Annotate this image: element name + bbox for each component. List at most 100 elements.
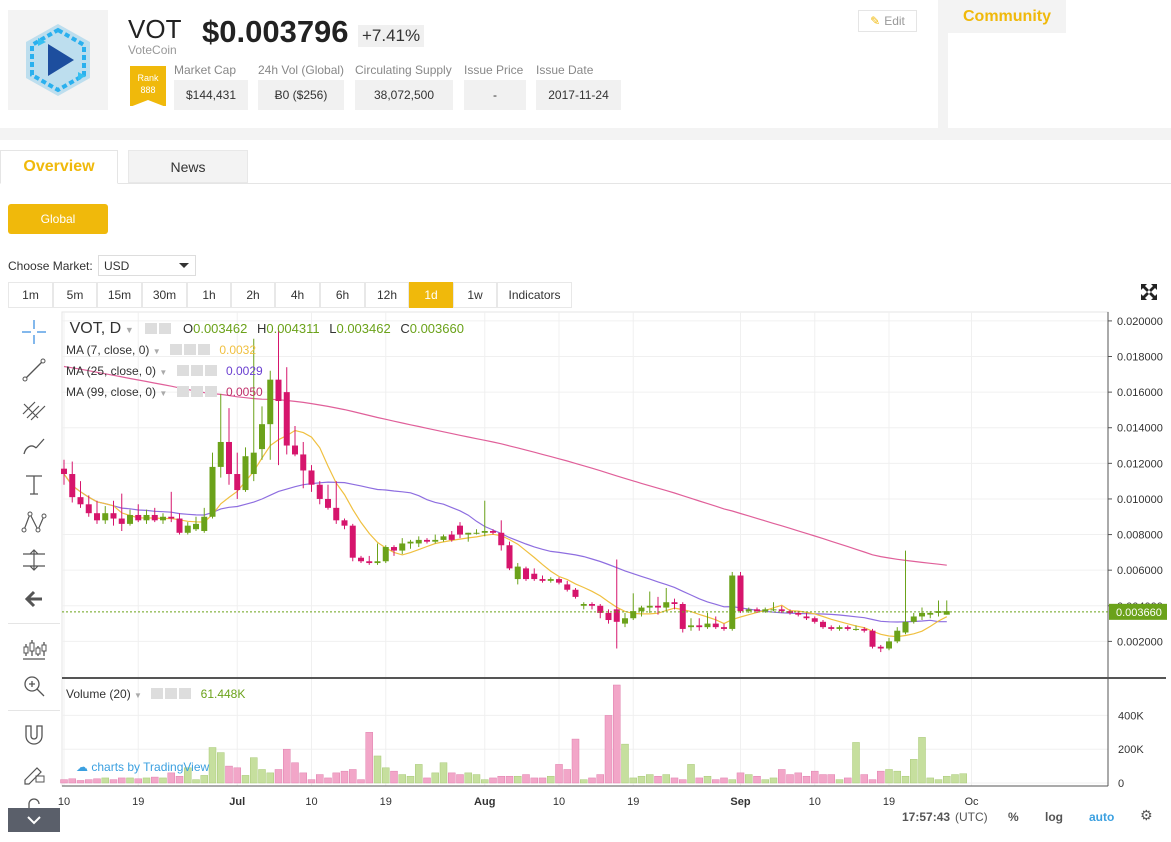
volume-bar (885, 769, 893, 784)
volume-bar (613, 684, 621, 784)
community-tab[interactable]: Community (948, 0, 1066, 33)
candle-body (457, 525, 463, 535)
candle-body (688, 625, 694, 628)
lock-icon[interactable] (20, 796, 48, 810)
tab-overview[interactable]: Overview (0, 150, 118, 184)
edit-label: Edit (884, 14, 905, 28)
timeframe-1d[interactable]: 1d (409, 282, 453, 308)
timeframe-2h[interactable]: 2h (231, 282, 275, 308)
measure-icon[interactable] (20, 546, 48, 574)
gear-icon[interactable] (190, 386, 203, 397)
candle-body (696, 625, 703, 628)
high-label: H (256, 321, 267, 336)
timeframe-15m[interactable]: 15m (97, 282, 142, 308)
volume-bar (481, 779, 489, 784)
timeframe-1w[interactable]: 1w (453, 282, 497, 308)
candle-body (102, 513, 109, 521)
long-position-icon[interactable] (20, 634, 48, 662)
back-arrow-icon[interactable] (20, 585, 48, 613)
eye-icon[interactable] (145, 323, 158, 334)
candle-body (465, 532, 472, 535)
volume-bar (373, 755, 382, 784)
eye-icon[interactable] (176, 386, 189, 397)
timeframe-4h[interactable]: 4h (275, 282, 320, 308)
close-icon[interactable] (197, 344, 210, 355)
volume-bar (802, 775, 811, 784)
brush-icon[interactable] (20, 432, 48, 460)
eye-icon[interactable] (151, 688, 164, 699)
volume-bar (547, 775, 555, 784)
volume-bar (926, 777, 934, 784)
candle-body (440, 536, 447, 540)
lock-draw-icon[interactable] (20, 758, 48, 786)
chevron-down-icon[interactable]: ▼ (159, 368, 168, 377)
timeframe-5m[interactable]: 5m (53, 282, 97, 308)
chevron-down-icon[interactable]: ▼ (159, 389, 168, 398)
candle-body (308, 470, 315, 485)
volume-bar (786, 774, 794, 784)
crosshair-icon[interactable] (20, 318, 48, 346)
percent-scale-button[interactable]: % (1008, 810, 1019, 824)
chart-plot-area (61, 311, 1109, 787)
gear-icon[interactable]: ⚙ (1140, 807, 1153, 823)
market-select[interactable]: USD (98, 255, 196, 276)
fib-icon[interactable] (20, 394, 48, 422)
volume-bar (769, 777, 778, 784)
symbol-dropdown-icon[interactable]: ▼ (124, 325, 134, 335)
chevron-down-icon[interactable]: ▼ (134, 691, 142, 700)
volume-bar (283, 748, 291, 784)
zoom-icon[interactable] (20, 672, 48, 700)
candle-body (118, 518, 125, 524)
gear-icon[interactable] (190, 365, 203, 376)
timeframe-1m[interactable]: 1m (8, 282, 53, 308)
sidebar-scroll-down-button[interactable] (8, 808, 60, 832)
auto-scale-button[interactable]: auto (1089, 810, 1115, 824)
timeframe-1h[interactable]: 1h (187, 282, 231, 308)
candle-body (481, 531, 488, 533)
open-label: O (182, 321, 194, 336)
eye-icon[interactable] (176, 365, 189, 376)
volume-bar (217, 752, 225, 784)
y-tick-label: 0.006000 (1117, 565, 1163, 577)
y-tick-label: 0.014000 (1117, 423, 1163, 435)
rank-badge: Rank 888 (130, 66, 166, 106)
tab-news[interactable]: News (128, 150, 248, 183)
indicators-button[interactable]: Indicators (497, 282, 572, 308)
candle-body (630, 611, 637, 619)
edit-button[interactable]: ✎ Edit (858, 10, 917, 32)
candle-body (663, 602, 670, 608)
gear-icon[interactable] (183, 344, 196, 355)
text-icon[interactable] (20, 470, 48, 498)
volume-bar (332, 772, 340, 784)
candle-body (267, 379, 274, 425)
volume-bar (505, 775, 514, 784)
gear-icon[interactable] (159, 323, 172, 334)
eye-icon[interactable] (169, 344, 182, 355)
tradingview-credit[interactable]: ☁ charts by TradingView (76, 760, 209, 774)
timeframe-30m[interactable]: 30m (142, 282, 187, 308)
close-icon[interactable] (204, 365, 217, 376)
global-button[interactable]: Global (8, 204, 108, 234)
candle-body (597, 605, 604, 613)
trend-line-icon[interactable] (20, 356, 48, 384)
y-tick-label: 0.016000 (1117, 387, 1163, 399)
candle-body (61, 468, 67, 475)
chevron-down-icon[interactable]: ▼ (152, 347, 161, 356)
log-scale-button[interactable]: log (1045, 810, 1063, 824)
volume-bar (175, 775, 184, 784)
timeframe-6h[interactable]: 6h (320, 282, 365, 308)
close-icon[interactable] (179, 688, 192, 699)
candle-body (168, 516, 175, 519)
close-icon[interactable] (204, 386, 217, 397)
volume-label: Volume (20) (66, 687, 131, 701)
volume-bar (415, 764, 423, 784)
y-tick-label: 0.010000 (1117, 494, 1163, 506)
fullscreen-icon[interactable] (1140, 283, 1158, 301)
volume-bar (621, 743, 629, 784)
pattern-icon[interactable] (20, 508, 48, 536)
magnet-icon[interactable] (20, 720, 48, 748)
volume-bar (745, 774, 753, 784)
timeframe-12h[interactable]: 12h (365, 282, 409, 308)
gear-icon[interactable] (165, 688, 178, 699)
